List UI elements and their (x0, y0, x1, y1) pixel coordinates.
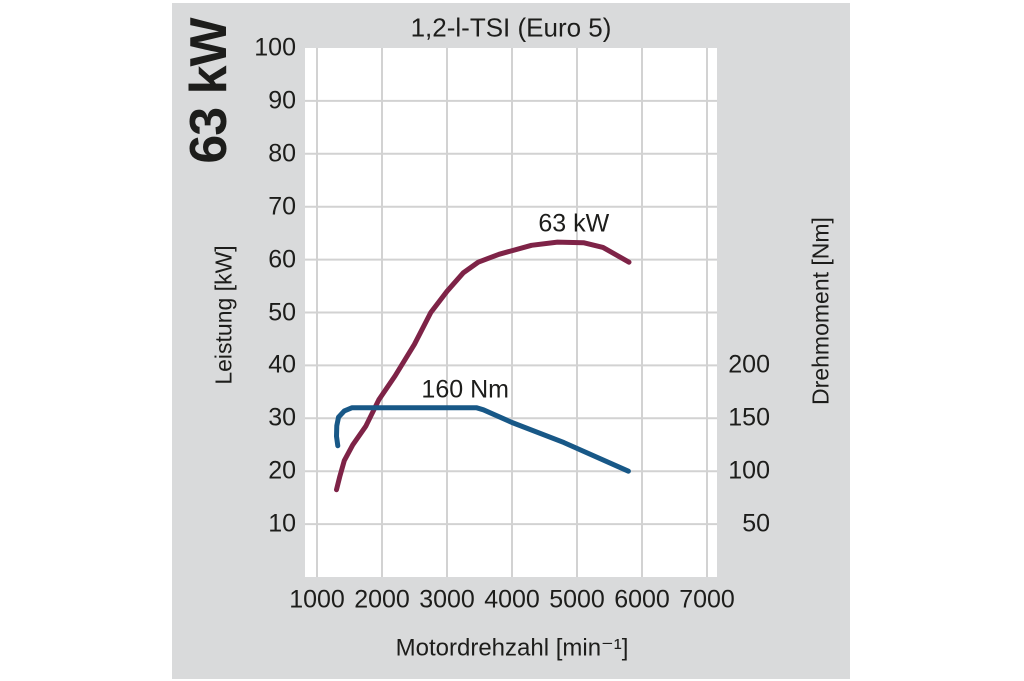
y-left-tick-30: 30 (268, 403, 296, 432)
y-axis-right-label: Drehmoment [Nm] (807, 217, 834, 405)
plot-svg (305, 48, 717, 577)
y-right-tick-100: 100 (728, 456, 770, 485)
chart-title: 1,2-l-TSI (Euro 5) (410, 12, 612, 43)
y-right-tick-200: 200 (728, 350, 770, 379)
y-left-tick-100: 100 (254, 33, 296, 62)
y-right-tick-150: 150 (728, 403, 770, 432)
y-left-tick-40: 40 (268, 350, 296, 379)
x-tick-6000: 6000 (614, 585, 670, 614)
x-tick-2000: 2000 (354, 585, 410, 614)
x-tick-1000: 1000 (289, 585, 345, 614)
y-left-tick-50: 50 (268, 298, 296, 326)
torque-curve-label: 160 Nm (421, 375, 509, 404)
x-tick-5000: 5000 (549, 585, 605, 614)
power-curve-label: 63 kW (538, 209, 610, 238)
y-right-tick-50: 50 (742, 509, 770, 538)
y-left-tick-60: 60 (268, 245, 296, 274)
y-left-tick-20: 20 (268, 456, 296, 485)
y-left-tick-90: 90 (268, 86, 296, 115)
y-left-tick-10: 10 (268, 509, 296, 538)
Leistung-curve (334, 239, 632, 493)
y-left-tick-70: 70 (268, 192, 296, 221)
x-tick-7000: 7000 (679, 585, 735, 614)
x-axis-label: Motordrehzahl [min⁻¹] (395, 634, 629, 662)
x-tick-3000: 3000 (419, 585, 475, 614)
Drehmoment-curve (334, 405, 631, 474)
y-left-tick-80: 80 (268, 139, 296, 168)
x-tick-4000: 4000 (484, 585, 540, 614)
plot-area (305, 48, 717, 577)
